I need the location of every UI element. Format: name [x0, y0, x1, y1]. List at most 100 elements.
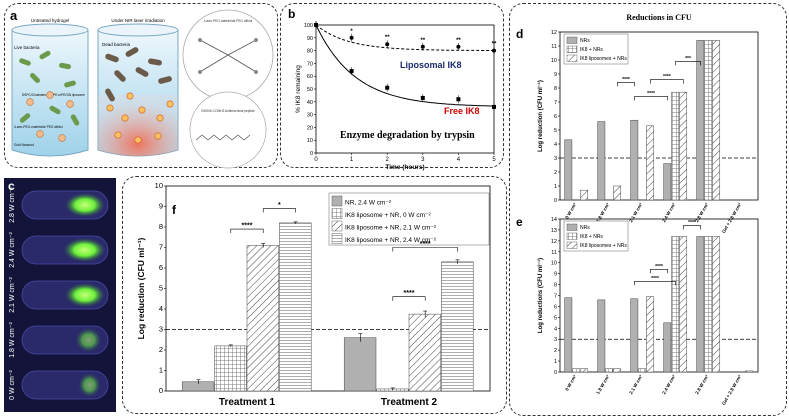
y-tick-label: 8: [159, 222, 163, 231]
bar: [712, 236, 721, 373]
dead-bacterium-icon: [158, 76, 172, 84]
significance-bracket: [650, 79, 684, 84]
significance-bracket: [392, 296, 426, 301]
significance-bracket: [634, 96, 668, 101]
y-tick-label: 50: [307, 87, 313, 93]
x-tick-label: 0: [314, 157, 318, 163]
data-point: [456, 97, 461, 102]
y-tick-label: 10: [307, 138, 313, 144]
y-axis-label: Log reduction (CFU ml⁻¹): [136, 237, 146, 339]
data-point: [456, 44, 461, 49]
y-tick-label: 5: [554, 128, 557, 134]
x-tick-label: 5: [492, 157, 496, 163]
significance-label: ****: [420, 241, 431, 248]
bar: [704, 236, 713, 373]
bar: [679, 91, 688, 201]
x-category-label: 1.8 W cm²: [595, 374, 610, 395]
panel-f-frame: [122, 176, 507, 414]
bar: [580, 368, 589, 373]
legend-label: IK8 liposomes + NRs: [580, 56, 627, 62]
bar: [408, 313, 442, 392]
bar: [638, 368, 647, 373]
dead-bacterium-icon: [114, 70, 126, 82]
burst-liposome-icon: [106, 104, 114, 112]
y-tick-label: 11: [551, 250, 557, 256]
panel-a-schematic: a Untreated hydrogel Live bacteria DSPC/…: [10, 8, 274, 169]
bar: [745, 370, 754, 373]
significance-label: ****: [242, 223, 253, 230]
vial-fluorescence: [65, 283, 105, 307]
chart-title: Reductions in CFU: [626, 13, 692, 22]
significance-marker: **: [456, 38, 461, 44]
vial-power-label: 2.4 W cm⁻²: [9, 232, 16, 268]
y-tick-label: 20: [307, 125, 313, 131]
bar: [580, 189, 589, 201]
panel-letter: d: [516, 27, 523, 41]
burst-liposome-icon: [138, 106, 146, 114]
y-tick-label: 1: [554, 184, 557, 190]
legend-swatch: [566, 223, 578, 231]
x-tick-label: 4: [457, 157, 461, 163]
x-tick-label: 1: [350, 157, 354, 163]
significance-marker: **: [385, 35, 390, 41]
x-category-label: Treatment 1: [219, 397, 276, 408]
peptide-label: IIIKKIIK-CONH2 Antimicrobial peptide: [201, 109, 255, 113]
y-tick-label: 3: [554, 337, 557, 343]
bar: [214, 345, 247, 392]
vial-power-label: 0 W cm⁻²: [9, 369, 16, 399]
significance-label: *: [278, 202, 281, 209]
data-point: [349, 35, 354, 40]
bar: [646, 125, 655, 201]
legend-label: IK8 + NRs: [580, 47, 603, 53]
y-tick-label: 90: [307, 36, 313, 42]
legend-swatch: [566, 241, 578, 249]
data-point: [420, 95, 425, 100]
y-tick-label: 14: [551, 217, 557, 223]
gold-nanorod-label: Gold Nanorod: [14, 143, 34, 147]
live-bacterium-icon: [30, 73, 40, 83]
live-bacterium-icon: [19, 58, 31, 66]
x-category-label: 1.8 W cm²: [595, 202, 610, 223]
significance-marker: **: [420, 38, 425, 44]
bar: [630, 119, 639, 201]
x-axis-label: Time (hours): [385, 164, 424, 171]
y-tick-label: 40: [307, 100, 313, 106]
y-tick-label: 4: [554, 326, 557, 332]
data-point: [492, 104, 496, 109]
y-tick-label: 8: [554, 86, 557, 92]
data-point: [492, 48, 496, 53]
dead-bacterium-icon: [148, 58, 162, 66]
data-point: [385, 42, 390, 47]
y-tick-label: 100: [304, 23, 313, 29]
y-tick-label: 1: [554, 359, 557, 365]
y-tick-label: 7: [159, 243, 163, 252]
y-tick-label: 8: [554, 283, 557, 289]
burst-liposome-icon: [126, 92, 134, 100]
bar: [343, 337, 377, 392]
dead-bacterium-icon: [125, 47, 139, 57]
y-tick-label: 9: [554, 272, 557, 278]
y-axis-label: Log reduction (CFU ml⁻¹): [537, 80, 544, 152]
peg-label: 4-arm-PEG-maleimide PEG dithiol: [204, 19, 253, 23]
y-tick-label: 12: [551, 30, 557, 36]
series-curve: [315, 24, 494, 51]
vial-fluorescence: [63, 238, 106, 262]
significance-bracket: [617, 82, 635, 87]
y-tick-label: 0: [554, 198, 557, 204]
x-category-label: 2.1 W cm²: [628, 202, 643, 223]
y-tick-label: 0: [159, 386, 163, 395]
untreated-jar: [11, 23, 89, 157]
y-tick-label: 10: [155, 181, 163, 190]
significance-label: ****: [404, 290, 415, 297]
bar: [663, 163, 672, 201]
bar: [572, 368, 581, 373]
legend-swatch: [331, 220, 343, 232]
y-tick-label: 2: [554, 348, 557, 354]
panel-b-frame: [280, 3, 504, 168]
liposome-icon: [36, 130, 44, 138]
liposome-icon: [26, 98, 34, 106]
y-tick-label: 4: [159, 304, 163, 313]
significance-marker: **: [492, 42, 497, 48]
bar: [704, 40, 713, 201]
dead-bacteria-icons: [105, 47, 174, 144]
